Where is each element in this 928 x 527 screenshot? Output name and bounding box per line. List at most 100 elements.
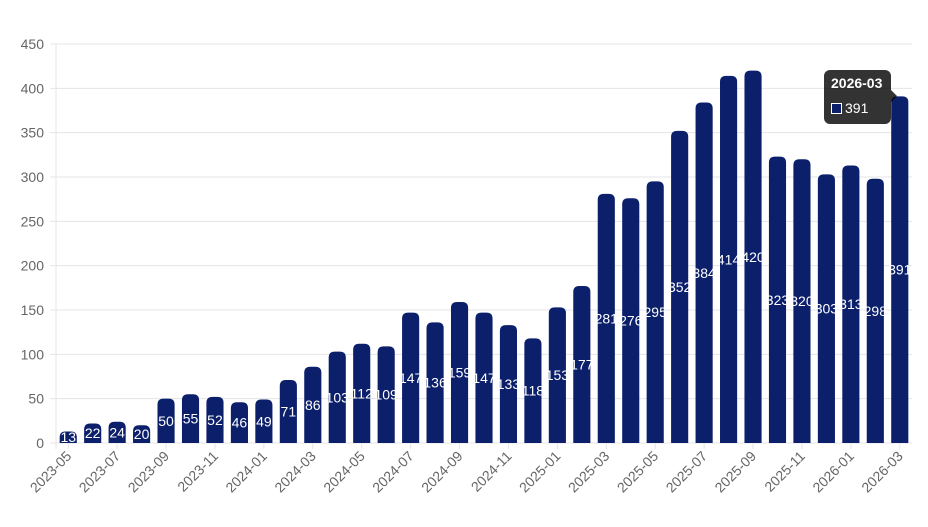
bar-value-label: 49 (256, 413, 272, 429)
x-tick-label: 2023-05 (27, 448, 75, 496)
bar-value-label: 414 (717, 251, 741, 267)
y-tick-label: 300 (21, 169, 45, 185)
bar-value-label: 295 (644, 304, 668, 320)
bar (475, 312, 493, 443)
bar-value-label: 50 (158, 413, 174, 429)
y-tick-label: 250 (21, 213, 45, 229)
bar (450, 302, 469, 443)
bar-value-label: 71 (281, 404, 297, 420)
bar (181, 394, 200, 443)
x-tick-label: 2025-11 (761, 448, 808, 495)
bar-value-label: 103 (326, 389, 350, 405)
bar-value-label: 46 (232, 415, 248, 431)
tooltip-caret (891, 90, 897, 102)
bar-value-label: 320 (790, 293, 814, 309)
bar-value-label: 177 (570, 357, 594, 373)
bar (548, 307, 566, 443)
tooltip: 2026-03 391 (824, 70, 891, 124)
x-tick-label: 2025-01 (516, 448, 564, 496)
y-tick-label: 50 (28, 391, 44, 407)
bar-value-label: 55 (183, 411, 199, 427)
bar-value-label: 136 (423, 375, 447, 391)
x-tick-label: 2025-07 (663, 448, 711, 496)
bar-value-label: 153 (546, 367, 570, 383)
bar-value-label: 20 (134, 426, 150, 442)
bar-value-label: 159 (448, 365, 472, 381)
bar-value-label: 420 (741, 249, 765, 265)
bar (891, 96, 909, 444)
bar (84, 423, 102, 443)
bar-value-label: 13 (60, 429, 76, 445)
x-tick-label: 2023-11 (174, 448, 221, 495)
bar-value-label: 281 (595, 310, 619, 326)
bar-value-label: 147 (472, 370, 496, 386)
x-tick-label: 2026-03 (858, 448, 906, 496)
bar-value-label: 352 (668, 279, 692, 295)
bar (426, 322, 444, 443)
y-tick-label: 0 (36, 435, 44, 451)
x-tick-label: 2024-07 (369, 448, 417, 496)
x-tick-label: 2024-05 (320, 448, 368, 496)
bar (793, 159, 811, 443)
bar (304, 366, 322, 443)
bar (842, 165, 860, 443)
x-tick-label: 2024-03 (271, 448, 319, 496)
tooltip-row: 391 (831, 100, 868, 116)
bar (671, 130, 689, 444)
bar-value-label: 118 (522, 383, 545, 399)
bar (402, 312, 420, 443)
tooltip-title: 2026-03 (831, 75, 883, 91)
bar (328, 351, 346, 443)
x-tick-label: 2023-09 (125, 448, 173, 496)
x-tick-label: 2024-09 (418, 448, 466, 496)
bar-value-label: 86 (305, 397, 321, 413)
bar-value-label: 112 (351, 385, 374, 401)
bar (353, 343, 371, 443)
bar (622, 198, 640, 443)
bar (377, 346, 395, 443)
bar (720, 75, 738, 444)
bar-value-label: 384 (692, 265, 716, 281)
bar (646, 181, 664, 443)
bar-value-label: 133 (497, 376, 521, 392)
y-tick-label: 400 (21, 80, 45, 96)
bar (108, 421, 126, 443)
tooltip-swatch (831, 102, 842, 114)
bar-value-label: 298 (864, 303, 888, 319)
bar (157, 398, 175, 443)
bar (255, 399, 273, 443)
y-tick-label: 200 (21, 258, 45, 274)
x-tick-label: 2024-01 (222, 448, 270, 496)
bar (133, 425, 151, 443)
bar-value-label: 313 (839, 296, 863, 312)
x-tick-label: 2025-05 (614, 448, 662, 496)
x-tick-label: 2025-03 (565, 448, 613, 496)
tooltip-value: 391 (845, 100, 869, 116)
bar (744, 70, 762, 443)
bar-value-label: 323 (766, 292, 790, 308)
bar-value-label: 391 (888, 262, 912, 278)
bar (597, 193, 615, 443)
y-axis: 0 50 100 150 200 250 300 350 400 450 (21, 36, 45, 451)
x-tick-label: 2024-11 (468, 448, 515, 495)
bar (279, 380, 297, 443)
y-tick-label: 150 (21, 302, 45, 318)
x-tick-label: 2026-01 (809, 448, 857, 496)
bars (59, 70, 909, 444)
bar-value-label: 109 (374, 387, 398, 403)
x-tick-label: 2025-09 (711, 448, 759, 496)
bar (230, 402, 248, 443)
bar-value-label: 24 (109, 424, 125, 440)
bar (499, 325, 518, 443)
bar (573, 286, 591, 443)
bar (695, 102, 713, 444)
bar-value-label: 22 (85, 425, 101, 441)
bar (59, 431, 77, 443)
bar (206, 396, 224, 443)
bar (817, 174, 835, 443)
x-axis: 2023-05 2023-07 2023-09 2023-11 2024-01 2024-… (27, 443, 906, 495)
bar (524, 338, 542, 443)
y-tick-label: 100 (21, 346, 45, 362)
